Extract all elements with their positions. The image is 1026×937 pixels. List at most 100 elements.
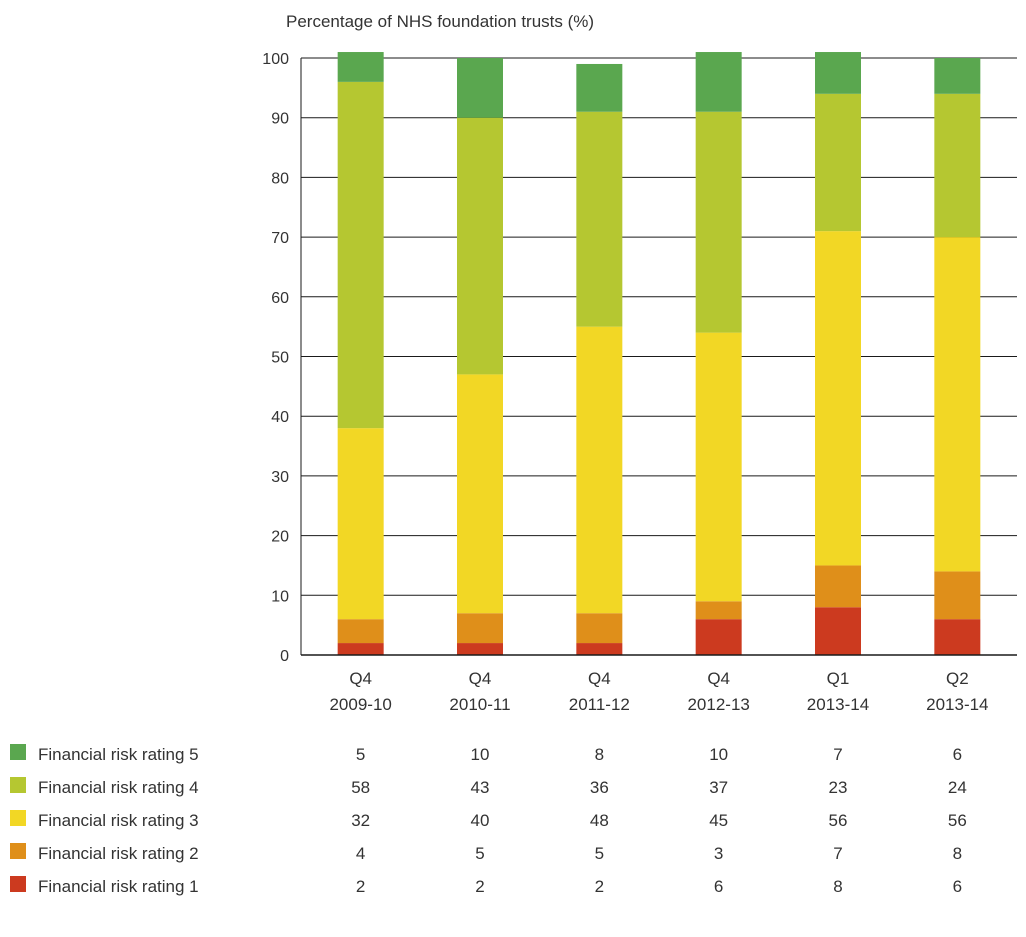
- bar-segment: [815, 565, 861, 608]
- bars: [337, 52, 981, 655]
- legend-swatch: [10, 843, 26, 859]
- bar-segment: [934, 237, 981, 572]
- legend-swatch: [10, 744, 26, 760]
- table-value: 37: [709, 778, 728, 797]
- bar-segment: [457, 58, 503, 118]
- table-value: 2: [475, 877, 484, 896]
- bar-segment: [337, 428, 384, 620]
- table-value: 5: [356, 745, 365, 764]
- bar-segment: [337, 643, 384, 655]
- x-tick-label: 2012-13: [687, 695, 749, 714]
- table-value: 7: [833, 745, 842, 764]
- legend-label: Financial risk rating 4: [38, 778, 199, 797]
- bar-segment: [576, 63, 623, 112]
- bar-segment: [695, 52, 742, 112]
- bar-segment: [457, 613, 503, 644]
- y-tick-label: 100: [262, 51, 289, 68]
- axes: 0 10 20 30 40 50 60 70 80 90 100 Q4 2009-10 Q4 2010-11…: [262, 51, 1017, 714]
- x-tick-label: 2013-14: [807, 695, 869, 714]
- table-value: 56: [829, 811, 848, 830]
- table-value: 10: [471, 745, 490, 764]
- table-value: 3: [714, 844, 723, 863]
- bar-segment: [457, 117, 503, 375]
- legend-label: Financial risk rating 1: [38, 877, 199, 896]
- table-value: 5: [595, 844, 604, 863]
- bar-segment: [337, 81, 384, 429]
- table-value: 40: [471, 811, 490, 830]
- x-tick-label: Q4: [469, 669, 492, 688]
- bar-segment: [337, 619, 384, 644]
- x-tick-label: 2013-14: [926, 695, 988, 714]
- y-tick-label: 80: [271, 170, 289, 187]
- bar-segment: [815, 231, 861, 566]
- legend-label: Financial risk rating 2: [38, 844, 199, 863]
- x-tick-label: 2010-11: [449, 695, 510, 714]
- bar-segment: [934, 619, 981, 655]
- y-tick-label: 40: [271, 409, 289, 426]
- bar-segment: [576, 613, 623, 644]
- table-value: 32: [351, 811, 370, 830]
- y-tick-label: 0: [280, 648, 289, 665]
- table-value: 24: [948, 778, 967, 797]
- x-tick-label: Q2: [946, 669, 969, 688]
- table-value: 2: [356, 877, 365, 896]
- legend-swatch: [10, 876, 26, 892]
- bar-segment: [457, 374, 503, 614]
- x-tick-label: Q4: [707, 669, 730, 688]
- table-value: 2: [595, 877, 604, 896]
- table-value: 5: [475, 844, 484, 863]
- bar-segment: [337, 52, 384, 82]
- table-value: 8: [953, 844, 962, 863]
- bar-segment: [815, 52, 861, 94]
- table-value: 10: [709, 745, 728, 764]
- table-value: 6: [953, 745, 962, 764]
- y-tick-label: 50: [271, 350, 289, 367]
- bar-segment: [815, 93, 861, 232]
- y-tick-label: 70: [271, 230, 289, 247]
- bar-segment: [695, 619, 742, 655]
- table-value: 8: [833, 877, 842, 896]
- x-tick-label: 2011-12: [569, 695, 630, 714]
- table-value: 7: [833, 844, 842, 863]
- y-axis-title: Percentage of NHS foundation trusts (%): [286, 12, 594, 31]
- legend-label: Financial risk rating 5: [38, 745, 199, 764]
- legend-label: Financial risk rating 3: [38, 811, 199, 830]
- bar-segment: [576, 111, 623, 327]
- bar-segment: [695, 601, 742, 620]
- data-table: Financial risk rating 5 5 10 8 10 7 6 Financial…: [10, 744, 967, 896]
- y-tick-label: 60: [271, 290, 289, 307]
- bar-segment: [695, 111, 742, 333]
- legend-swatch: [10, 810, 26, 826]
- table-value: 36: [590, 778, 609, 797]
- bar-segment: [695, 332, 742, 602]
- bar-segment: [934, 58, 981, 94]
- bar-segment: [457, 643, 503, 655]
- x-tick-label: Q4: [588, 669, 611, 688]
- table-value: 45: [709, 811, 728, 830]
- bar-segment: [815, 607, 861, 655]
- x-tick-label: 2009-10: [329, 695, 391, 714]
- y-tick-label: 20: [271, 529, 289, 546]
- y-tick-label: 90: [271, 111, 289, 128]
- bar-segment: [576, 643, 623, 655]
- bar-segment: [576, 326, 623, 614]
- gridlines: [301, 57, 1017, 596]
- table-value: 48: [590, 811, 609, 830]
- table-value: 56: [948, 811, 967, 830]
- x-tick-label: Q1: [827, 669, 850, 688]
- y-tick-label: 30: [271, 469, 289, 486]
- table-value: 23: [829, 778, 848, 797]
- table-value: 4: [356, 844, 365, 863]
- legend-swatch: [10, 777, 26, 793]
- table-value: 8: [595, 745, 604, 764]
- table-value: 6: [953, 877, 962, 896]
- bar-segment: [934, 93, 981, 238]
- table-value: 58: [351, 778, 370, 797]
- bar-segment: [934, 571, 981, 620]
- x-tick-label: Q4: [349, 669, 372, 688]
- table-value: 43: [471, 778, 490, 797]
- y-tick-label: 10: [271, 588, 289, 605]
- table-value: 6: [714, 877, 723, 896]
